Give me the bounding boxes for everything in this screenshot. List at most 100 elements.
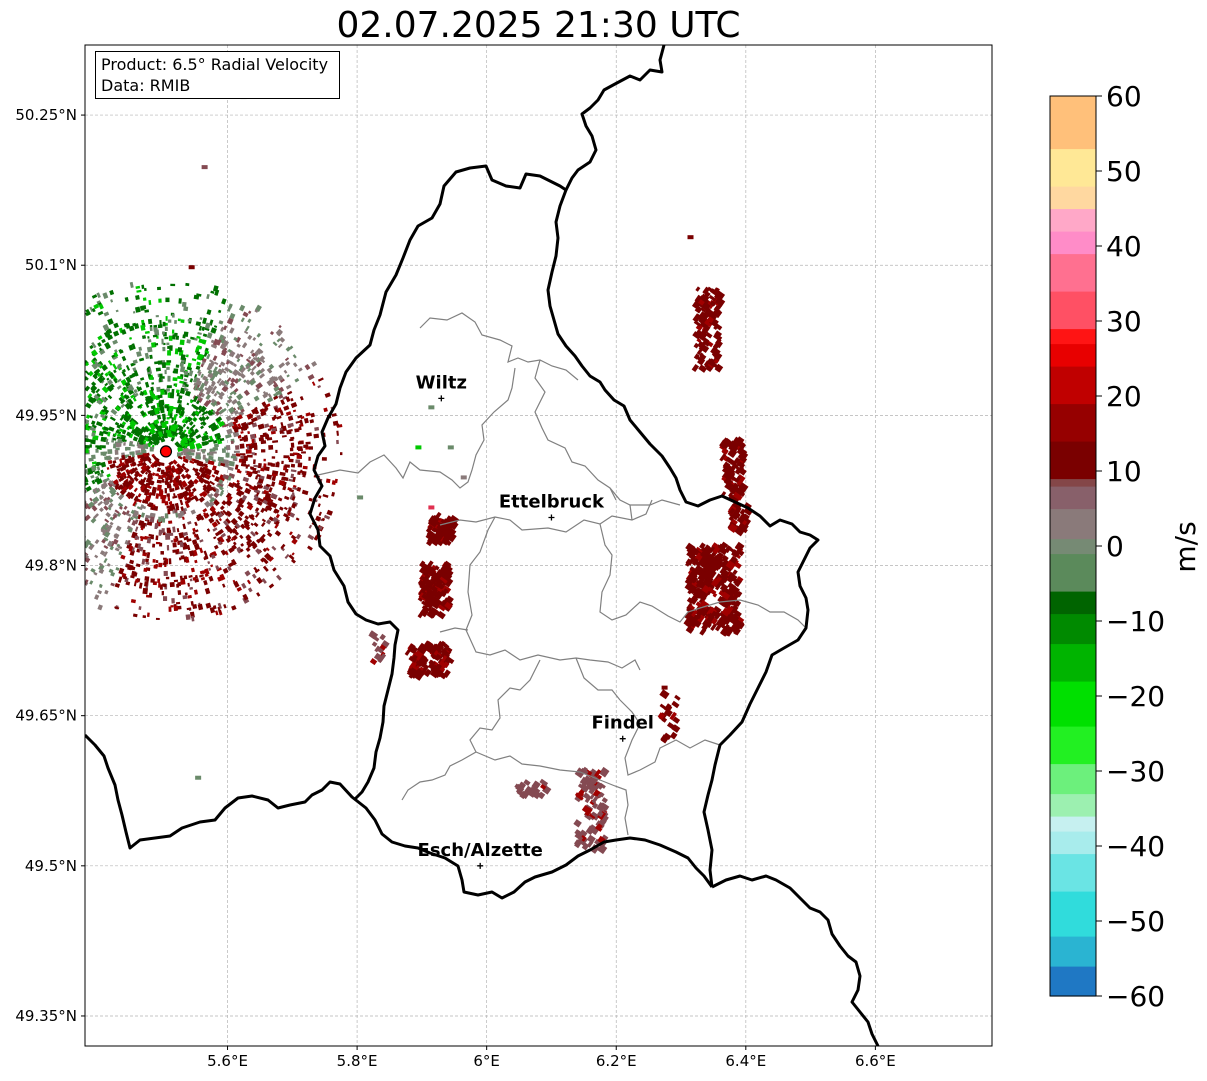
echo-pixel <box>209 511 216 518</box>
echo-pixel <box>169 532 174 537</box>
echo-pixel <box>94 490 98 494</box>
echo-pixel <box>275 449 278 453</box>
echo-pixel <box>98 431 104 437</box>
echo-pixel <box>157 578 161 583</box>
echo-pixel <box>245 456 248 462</box>
echo-pixel <box>196 335 201 339</box>
echo-pixel <box>247 334 253 340</box>
echo-pixel <box>115 405 121 412</box>
echo-pixel <box>213 361 219 366</box>
echo-pixel <box>138 405 143 409</box>
echo-pixel <box>272 382 279 389</box>
echo-pixel <box>261 449 266 453</box>
echo-pixel <box>87 501 95 509</box>
colorbar-unit-label: m/s <box>1169 521 1202 572</box>
echo-pixel <box>212 410 216 414</box>
echo-pixel <box>228 482 235 489</box>
echo-pixel <box>268 556 274 562</box>
echo-pixel <box>246 483 252 488</box>
echo-pixel <box>89 580 94 585</box>
colorbar-segment <box>1050 553 1096 592</box>
echo-pixel <box>132 500 138 507</box>
echo-pixel <box>282 395 288 400</box>
echo-pixel <box>236 358 241 363</box>
echo-pixel <box>290 401 298 409</box>
echo-pixel <box>100 436 107 442</box>
echo-pixel <box>117 545 123 550</box>
echo-pixel <box>252 544 258 550</box>
echo-pixel <box>281 460 284 465</box>
echo-pixel <box>274 523 279 529</box>
echo-pixel <box>170 571 176 577</box>
echo-pixel <box>219 573 226 581</box>
echo-pixel <box>92 372 99 378</box>
echo-pixel <box>266 532 273 538</box>
echo-pixel <box>165 362 171 366</box>
echo-pixel <box>157 324 161 328</box>
echo-pixel <box>103 505 109 511</box>
echo-pixel <box>125 365 131 371</box>
echo-pixel <box>98 568 105 575</box>
echo-pixel <box>109 516 115 521</box>
echo-pixel <box>196 361 201 366</box>
colorbar-segment <box>1050 643 1096 682</box>
echo-pixel <box>121 329 127 335</box>
echo-pixel <box>85 543 89 549</box>
echo-pixel <box>199 574 204 578</box>
echo-pixel <box>109 416 116 422</box>
echo-pixel <box>321 457 327 461</box>
echo-pixel <box>146 485 152 490</box>
echo-pixel <box>207 561 211 565</box>
echo-pixel <box>180 451 184 456</box>
echo-pixel <box>418 565 429 576</box>
echo-pixel <box>242 593 249 601</box>
echo-pixel <box>191 539 198 545</box>
echo-pixel <box>107 318 114 326</box>
echo-pixel <box>232 369 240 377</box>
echo-pixel <box>117 438 124 444</box>
echo-pixel <box>175 407 181 413</box>
echo-pixel <box>104 518 110 524</box>
colorbar-segment <box>1050 816 1096 832</box>
echo-pixel <box>238 366 243 372</box>
echo-pixel <box>260 507 266 514</box>
echo-pixel <box>199 492 204 497</box>
echo-pixel <box>256 474 261 478</box>
echo-pixel <box>128 441 133 447</box>
echo-pixel <box>172 542 177 548</box>
echo-pixel <box>182 447 189 453</box>
echo-pixel <box>153 436 160 443</box>
echo-pixel <box>149 326 153 332</box>
echo-pixel <box>174 487 180 491</box>
echo-pixel <box>217 456 224 462</box>
echo-pixel <box>205 602 212 609</box>
echo-pixel <box>128 325 135 332</box>
echo-pixel <box>297 441 304 445</box>
echo-pixel <box>233 427 239 433</box>
echo-pixel <box>294 428 300 433</box>
echo-pixel <box>123 414 130 421</box>
echo-pixel <box>175 601 181 605</box>
echo-pixel <box>241 582 247 589</box>
echo-pixel <box>210 381 216 388</box>
echo-pixel <box>441 530 449 537</box>
echo-pixel <box>251 407 259 415</box>
echo-pixel <box>110 374 115 378</box>
echo-pixel <box>232 390 237 396</box>
echo-pixel <box>96 399 103 405</box>
echo-pixel <box>192 467 199 473</box>
echo-pixel <box>126 431 132 437</box>
echo-pixel <box>219 491 224 497</box>
echo-pixel <box>114 606 120 610</box>
echo-pixel <box>213 325 218 328</box>
echo-pixel <box>142 615 147 619</box>
echo-pixel <box>188 550 195 557</box>
echo-pixel <box>201 569 207 575</box>
echo-pixel <box>93 394 100 400</box>
echo-pixel <box>134 511 139 518</box>
echo-pixel <box>235 336 242 343</box>
echo-pixel <box>253 494 259 499</box>
echo-pixel <box>263 485 270 491</box>
echo-pixel <box>235 353 242 360</box>
echo-pixel <box>137 543 142 550</box>
